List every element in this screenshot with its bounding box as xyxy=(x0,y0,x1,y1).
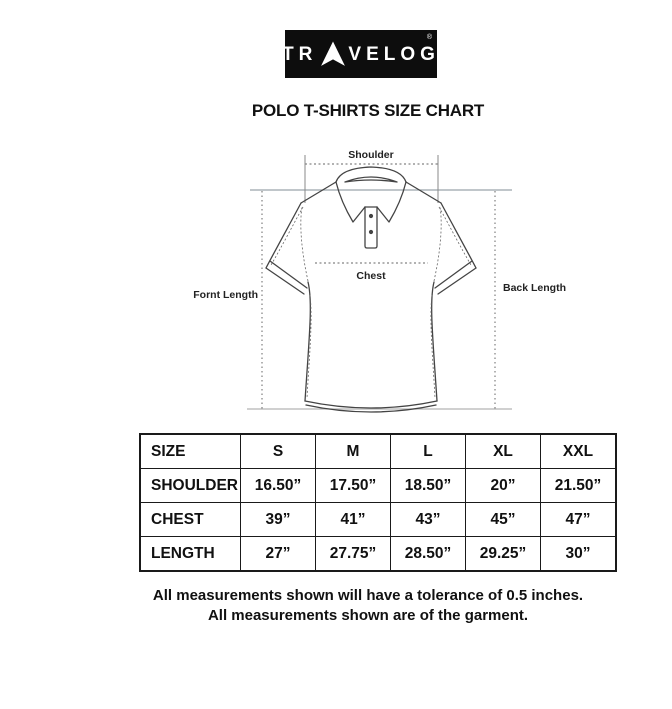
cell-value: 27” xyxy=(240,536,316,572)
row-label: LENGTH xyxy=(139,536,241,572)
column-header-s: S xyxy=(240,433,316,469)
table-header-row: SIZE S M L XL XXL xyxy=(139,433,617,469)
cell-value: 39” xyxy=(240,502,316,537)
cell-value: 47” xyxy=(540,502,617,537)
shoulder-dimension-label: Shoulder xyxy=(348,149,394,161)
garment-guide-lines xyxy=(247,189,512,410)
brand-logo-text-left: TR xyxy=(282,43,318,65)
column-header-l: L xyxy=(390,433,466,469)
table-row-chest: CHEST 39” 41” 43” 45” 47” xyxy=(139,502,617,537)
navigation-arrow-up-icon xyxy=(321,41,346,66)
brand-logo-text-right: VELOG xyxy=(348,43,440,65)
column-header-size: SIZE xyxy=(139,433,241,469)
seam-stitch-lines xyxy=(270,206,472,399)
cell-value: 21.50” xyxy=(540,468,617,503)
cell-value: 45” xyxy=(465,502,541,537)
table-row-length: LENGTH 27” 27.75” 28.50” 29.25” 30” xyxy=(139,536,617,572)
polo-shirt-outline xyxy=(265,166,477,413)
cell-value: 17.50” xyxy=(315,468,391,503)
column-header-xl: XL xyxy=(465,433,541,469)
cell-value: 27.75” xyxy=(315,536,391,572)
garment-note: All measurements shown are of the garmen… xyxy=(207,606,529,624)
row-label: SHOULDER xyxy=(139,468,241,503)
front-length-dimension-label: Fornt Length xyxy=(193,289,258,301)
cell-value: 29.25” xyxy=(465,536,541,572)
brand-logo: TR VELOG ® xyxy=(282,30,440,78)
column-header-m: M xyxy=(315,433,391,469)
page-title: POLO T-SHIRTS SIZE CHART xyxy=(251,101,485,120)
polo-shirt-drawing: Shoulder Chest Fornt Length Back Length xyxy=(193,149,566,413)
cell-value: 28.50” xyxy=(390,536,466,572)
cell-value: 18.50” xyxy=(390,468,466,503)
size-chart-table: SIZE S M L XL XXL SHOULDER 16.50” 17.50”… xyxy=(139,433,617,572)
cell-value: 20” xyxy=(465,468,541,503)
table-row-shoulder: SHOULDER 16.50” 17.50” 18.50” 20” 21.50” xyxy=(139,468,617,503)
placket-buttons xyxy=(368,213,374,235)
back-length-dimension-label: Back Length xyxy=(503,282,566,294)
row-label: CHEST xyxy=(139,502,241,537)
dimension-lines xyxy=(261,155,496,409)
tolerance-note: All measurements shown will have a toler… xyxy=(152,587,584,604)
cell-value: 41” xyxy=(315,502,391,537)
registered-trademark-icon: ® xyxy=(426,34,432,41)
cell-value: 43” xyxy=(390,502,466,537)
column-header-xxl: XXL xyxy=(540,433,617,469)
polo-shirt-diagram: Shoulder Chest Fornt Length Back Length xyxy=(190,140,580,435)
brand-logo-text: TR VELOG xyxy=(282,37,440,71)
cell-value: 16.50” xyxy=(240,468,316,503)
cell-value: 30” xyxy=(540,536,617,572)
measurement-notes: All measurements shown will have a toler… xyxy=(68,586,668,625)
chest-dimension-label: Chest xyxy=(356,270,386,282)
